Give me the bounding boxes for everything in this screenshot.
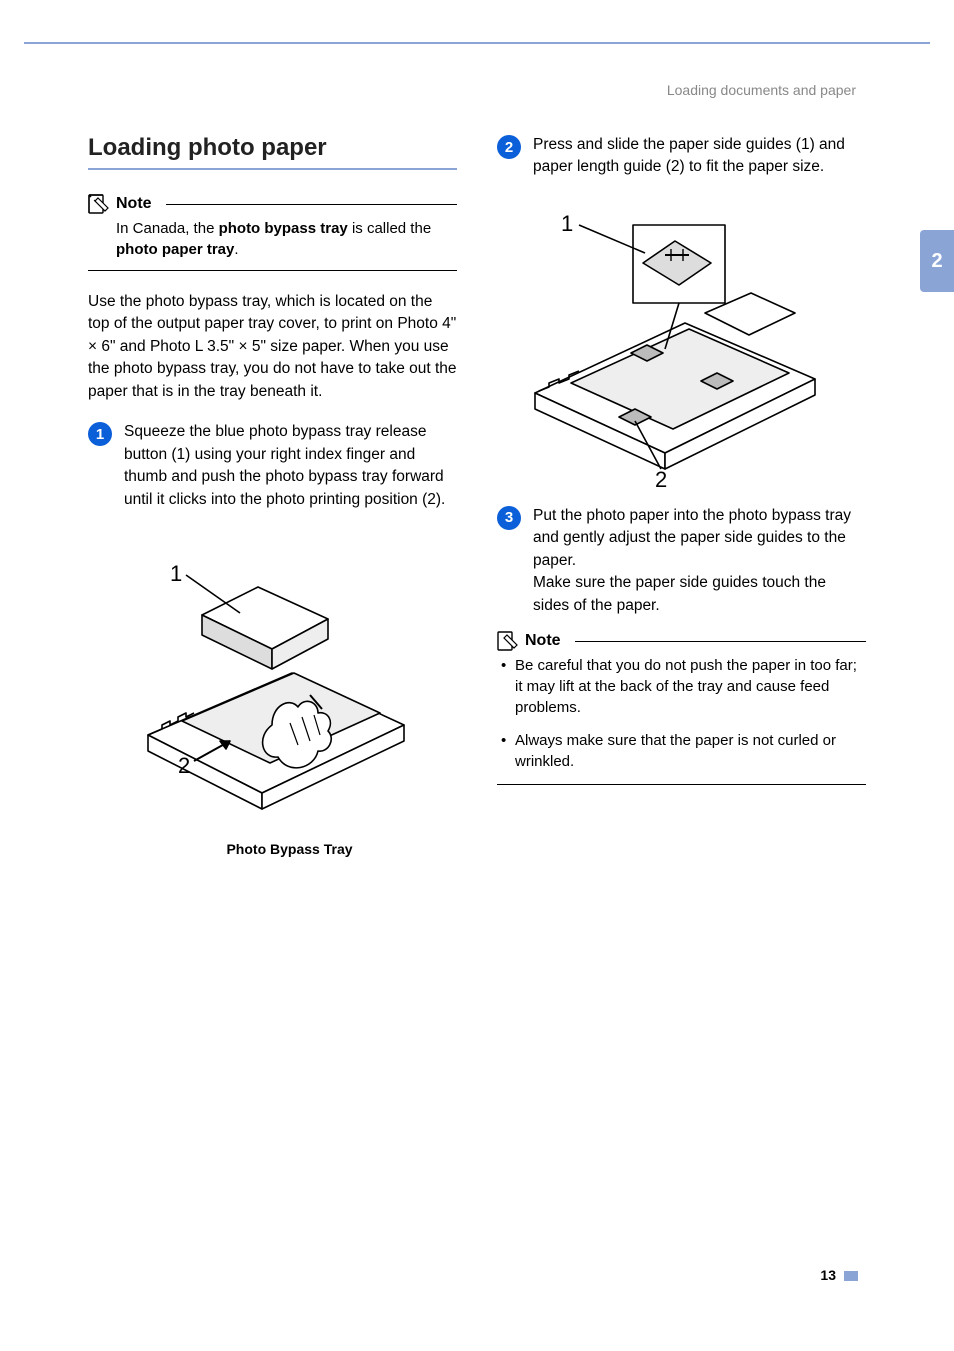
step-text-1: Squeeze the blue photo bypass tray relea… <box>124 421 457 511</box>
step-3: 3 Put the photo paper into the photo byp… <box>497 505 866 617</box>
figure-2-illustration: 1 2 <box>515 193 825 493</box>
note-block-1: Note In Canada, the photo bypass tray is… <box>88 194 457 271</box>
note-block-2: Note Be careful that you do not push the… <box>497 631 866 785</box>
note-pencil-icon <box>497 631 519 651</box>
figure-1-illustration: 1 2 <box>122 525 412 835</box>
top-rule <box>24 0 930 44</box>
note2-header: Note <box>497 631 866 651</box>
note2-rule <box>575 641 866 642</box>
note-end-rule <box>88 270 457 271</box>
page-number-value: 13 <box>820 1267 836 1283</box>
note-body-1: In Canada, the photo bypass tray is call… <box>88 218 457 260</box>
chapter-tab: 2 <box>920 230 954 292</box>
note2-bullet-1: Be careful that you do not push the pape… <box>501 655 866 718</box>
note-rule <box>166 204 457 205</box>
figure-2: 1 2 <box>515 193 866 493</box>
page-number: 13 <box>820 1267 858 1283</box>
step-2: 2 Press and slide the paper side guides … <box>497 134 866 179</box>
figure-1-caption: Photo Bypass Tray <box>122 841 457 857</box>
note2-bullets: Be careful that you do not push the pape… <box>497 655 866 772</box>
document-page: Loading documents and paper 2 Loading ph… <box>0 0 954 1351</box>
step-text-3: Put the photo paper into the photo bypas… <box>533 505 866 617</box>
right-column: 2 Press and slide the paper side guides … <box>497 134 866 869</box>
step-badge-2: 2 <box>497 135 521 159</box>
page-number-bar <box>844 1271 858 1281</box>
content-columns: Loading photo paper Note In Canada, the … <box>0 98 954 869</box>
page-header-breadcrumb: Loading documents and paper <box>0 82 856 98</box>
step-text-2: Press and slide the paper side guides (1… <box>533 134 866 179</box>
step-badge-1: 1 <box>88 422 112 446</box>
step-1: 1 Squeeze the blue photo bypass tray rel… <box>88 421 457 511</box>
figure2-label-1: 1 <box>561 211 573 236</box>
figure-1: 1 2 Photo Bypass Tray <box>122 525 457 857</box>
figure1-label-2: 2 <box>178 753 190 778</box>
intro-paragraph: Use the photo bypass tray, which is loca… <box>88 291 457 403</box>
note-label: Note <box>116 195 152 213</box>
step-badge-3: 3 <box>497 506 521 530</box>
figure1-label-1: 1 <box>170 561 182 586</box>
note2-bullet-2: Always make sure that the paper is not c… <box>501 730 866 772</box>
left-column: Loading photo paper Note In Canada, the … <box>88 134 457 869</box>
section-title: Loading photo paper <box>88 134 457 170</box>
note-header: Note <box>88 194 457 214</box>
note2-label: Note <box>525 632 561 650</box>
note-pencil-icon <box>88 194 110 214</box>
note2-end-rule <box>497 784 866 785</box>
figure2-label-2: 2 <box>655 467 667 492</box>
